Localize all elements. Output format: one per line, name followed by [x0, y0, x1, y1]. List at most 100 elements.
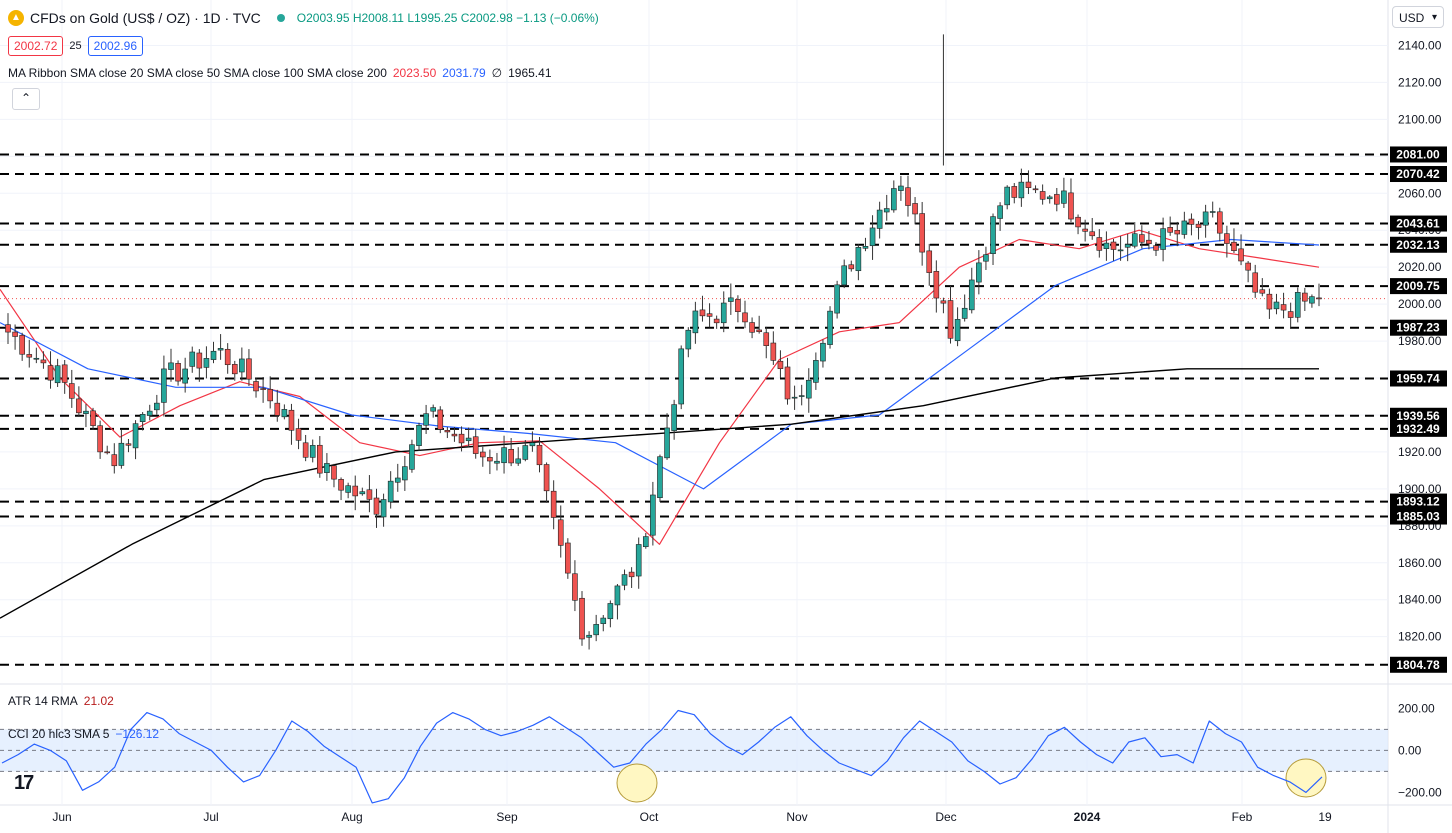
candle-body	[409, 444, 415, 470]
cci-label: CCI 20 hlc3 SMA 5	[8, 727, 110, 741]
candle-body	[607, 603, 614, 620]
candle-body	[338, 479, 344, 491]
candle	[189, 346, 196, 373]
candle-body	[572, 573, 578, 601]
candle	[919, 201, 925, 266]
price-tick-label: 1820.00	[1398, 630, 1442, 644]
candle	[444, 427, 451, 439]
price-tick-label: 1980.00	[1398, 334, 1442, 348]
candle	[614, 584, 621, 620]
candle-body	[40, 359, 47, 364]
candle	[862, 237, 869, 252]
candle	[798, 384, 805, 406]
ohlc-values: O2003.95 H2008.11 L1995.25 C2002.98 −1.1…	[296, 11, 599, 25]
candle-body	[1273, 301, 1280, 310]
candle-body	[926, 250, 933, 273]
atr-legend[interactable]: ATR 14 RMA 21.02	[8, 694, 114, 708]
price-tick-label: 1900.00	[1398, 482, 1442, 496]
candle-body	[728, 297, 734, 302]
price-axis[interactable]: 1820.001840.001860.001880.001900.001920.…	[1390, 38, 1447, 799]
candle	[536, 436, 543, 473]
candle	[317, 436, 323, 478]
candle-body	[1266, 293, 1273, 310]
candle-body	[217, 348, 224, 351]
symbol-title[interactable]: CFDs on Gold (US$ / OZ) · 1D · TVC	[30, 10, 261, 26]
candle	[954, 307, 961, 347]
candle-body	[706, 313, 713, 317]
candle	[1195, 221, 1202, 240]
candle-body	[83, 410, 89, 414]
candle	[713, 315, 720, 329]
candle	[1160, 217, 1166, 262]
candle-body	[770, 342, 777, 361]
candle	[869, 215, 876, 260]
price-tick-label: 1920.00	[1398, 445, 1442, 459]
candle-body	[76, 398, 82, 414]
time-tick-label: 19	[1318, 810, 1332, 824]
candle	[1209, 201, 1216, 218]
candle	[1273, 293, 1280, 315]
candle	[402, 455, 408, 491]
candle-body	[317, 444, 323, 474]
candle	[912, 197, 918, 225]
candle	[621, 569, 628, 591]
candle-body	[5, 324, 11, 333]
cci-legend[interactable]: CCI 20 hlc3 SMA 5 −126.12	[8, 727, 159, 741]
candle-body	[253, 381, 259, 392]
candle	[784, 357, 791, 405]
candle-body	[565, 542, 571, 574]
candle-body	[891, 188, 897, 211]
candle-body	[68, 383, 75, 399]
sma100-value: ∅	[491, 66, 503, 80]
candle	[465, 427, 472, 448]
candle	[260, 376, 266, 403]
ask-button[interactable]: 2002.96	[87, 36, 144, 56]
candle	[834, 280, 840, 319]
candle	[224, 343, 231, 374]
candle	[1316, 283, 1322, 307]
candle-body	[118, 442, 125, 466]
candle-body	[657, 456, 663, 499]
candle	[1146, 231, 1152, 250]
candle-body	[125, 443, 132, 446]
candle-body	[947, 300, 954, 339]
price-tick-label: 2020.00	[1398, 260, 1442, 274]
candle	[664, 413, 670, 460]
candle	[1046, 195, 1053, 204]
candle-body	[628, 571, 635, 578]
candle-body	[1018, 181, 1025, 199]
time-axis[interactable]: Jun Jul Aug Sep Oct Nov Dec 2024 Feb 19	[52, 810, 1332, 824]
candle-body	[472, 436, 479, 454]
level-label-bg	[1390, 493, 1447, 510]
candle-body	[1068, 192, 1074, 220]
ma-ribbon-legend[interactable]: MA Ribbon SMA close 20 SMA close 50 SMA …	[8, 66, 552, 80]
candle-body	[621, 574, 628, 586]
candle-body	[1131, 233, 1138, 247]
candle	[253, 377, 259, 398]
candle	[1039, 184, 1046, 205]
bid-button[interactable]: 2002.72	[8, 36, 64, 56]
candle	[983, 246, 989, 270]
candle	[472, 428, 479, 459]
candle	[5, 313, 11, 345]
candle-body	[239, 358, 245, 373]
candle	[1309, 294, 1315, 308]
candle-body	[444, 430, 451, 433]
collapse-legend-button[interactable]: ⌃	[12, 88, 40, 110]
level-label: 1893.12	[1396, 495, 1440, 509]
candle-body	[827, 310, 833, 345]
candle	[487, 449, 493, 475]
candle	[90, 407, 96, 430]
candle	[1082, 219, 1088, 242]
candle-body	[1061, 190, 1067, 204]
currency-label: USD	[1399, 11, 1425, 25]
tradingview-logo[interactable]: 17	[14, 772, 34, 794]
candle	[763, 326, 770, 359]
candle-body	[189, 351, 196, 367]
candle-body	[912, 203, 918, 215]
ma-ribbon-label: MA Ribbon SMA close 20 SMA close 50 SMA …	[8, 66, 387, 80]
candle	[1018, 168, 1025, 207]
currency-selector[interactable]: USD ▾	[1392, 6, 1444, 28]
level-label: 2032.13	[1396, 238, 1440, 252]
